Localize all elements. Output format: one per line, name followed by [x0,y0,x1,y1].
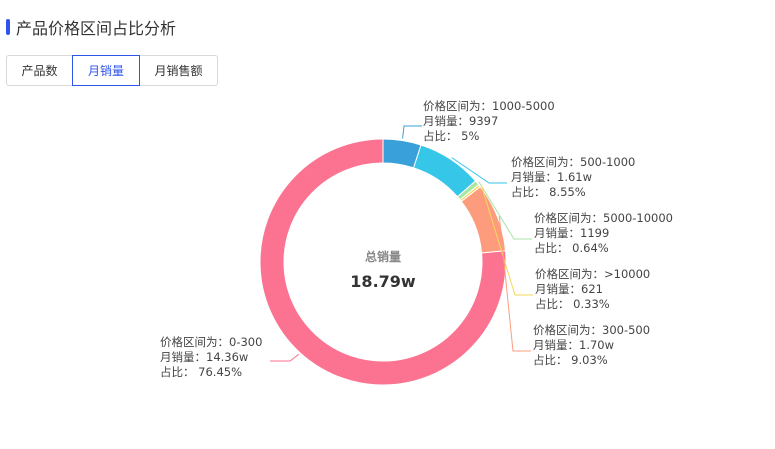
data-label-6-line-3: 占比： 76.45% [160,365,242,379]
section-header: 产品价格区间占比分析 [6,16,176,38]
leader-line-6 [270,353,300,362]
metric-tabs: 产品数 月销量 月销售额 [6,55,218,86]
page-title: 产品价格区间占比分析 [16,19,177,38]
data-label-3-line-2: 月销量：1199 [534,226,609,240]
leader-line-5 [498,216,531,352]
data-label-5-line-3: 占比： 9.03% [533,353,608,367]
data-label-5-line-2: 月销量：1.70w [533,338,614,352]
leader-line-1 [402,125,422,139]
data-label-2-line-3: 占比： 8.55% [511,185,586,199]
center-total-label: 总销量 [365,249,401,264]
data-label-1-line-2: 月销量：9397 [423,114,498,128]
leader-line-4 [480,184,533,296]
data-label-1-line-1: 价格区间为：1000-5000 [423,99,555,113]
data-label-5-line-1: 价格区间为：300-500 [533,323,650,337]
center-total-value: 18.79w [350,272,416,291]
data-label-4-line-3: 占比： 0.33% [535,297,610,311]
tab-monthly-sales-volume[interactable]: 月销量 [72,55,140,86]
leader-line-2 [451,157,507,184]
data-label-4-line-1: 价格区间为：>10000 [535,267,650,281]
data-label-3-line-1: 价格区间为：5000-10000 [534,211,673,225]
donut-slice-6 [259,138,507,386]
data-label-2-line-2: 月销量：1.61w [511,170,592,184]
data-label-6-line-2: 月销量：14.36w [160,350,248,364]
data-label-6-line-1: 价格区间为：0-300 [160,335,262,349]
data-label-2-line-1: 价格区间为：500-1000 [511,155,635,169]
data-label-4-line-2: 月销量：621 [535,282,603,296]
data-label-1-line-3: 占比： 5% [423,129,479,143]
data-label-3-line-3: 占比： 0.64% [534,241,609,255]
leader-line-3 [478,181,532,240]
title-accent-bar [6,19,10,35]
